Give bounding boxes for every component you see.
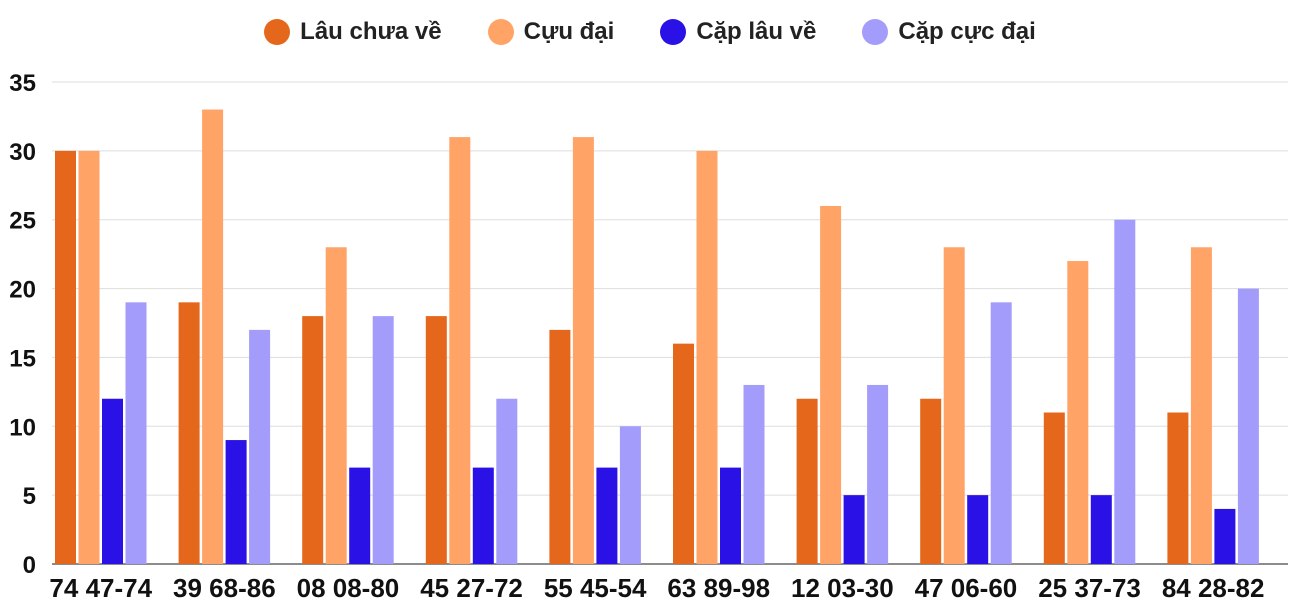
bar — [796, 398, 818, 564]
legend-label: Cựu đại — [523, 18, 615, 45]
legend-item: Cặp cực đại — [862, 18, 1036, 46]
legend-label: Lâu chưa về — [300, 18, 442, 45]
bar — [990, 302, 1012, 564]
bar — [920, 398, 942, 564]
bar — [202, 109, 224, 565]
y-tick-label: 10 — [9, 414, 36, 441]
axes: 0 5 10 15 20 25 30 35 74 47-74 39 68-86 08 08-80 45… — [9, 70, 1264, 600]
bar — [1090, 495, 1112, 564]
bar — [967, 495, 989, 564]
bar — [743, 384, 765, 564]
x-category-label: 74 47-74 — [49, 573, 152, 600]
bar — [596, 467, 618, 564]
bar — [1067, 261, 1089, 564]
bar — [1043, 412, 1065, 564]
y-tick-label: 20 — [9, 277, 36, 304]
x-category-label: 08 08-80 — [297, 573, 400, 600]
y-tick-label: 0 — [23, 552, 36, 579]
bar — [472, 467, 494, 564]
bar — [1214, 508, 1236, 564]
x-category-label: 55 45-54 — [544, 573, 647, 600]
bar — [125, 302, 147, 564]
x-category-label: 63 89-98 — [667, 573, 770, 600]
bar — [619, 426, 641, 564]
bar — [225, 440, 247, 564]
legend-swatch — [660, 19, 687, 45]
y-tick-label: 25 — [9, 208, 36, 235]
bar — [673, 343, 694, 564]
y-tick-label: 5 — [23, 483, 36, 510]
x-category-label: 47 06-60 — [915, 573, 1018, 600]
chart-legend: Lâu chưa về Cựu đại Cặp lâu về Cặp cực đại — [0, 14, 1300, 50]
bar — [55, 150, 76, 564]
bar — [249, 329, 271, 564]
bar — [178, 302, 200, 564]
bar — [820, 205, 842, 564]
bar — [372, 316, 394, 564]
legend-label: Cặp cực đại — [898, 18, 1036, 45]
bar — [696, 150, 718, 564]
legend-swatch — [264, 19, 291, 45]
y-tick-label: 15 — [9, 345, 36, 372]
legend-item: Lâu chưa về — [264, 18, 442, 46]
bar — [78, 150, 100, 564]
bar — [349, 467, 371, 564]
bar — [496, 398, 518, 564]
x-category-label: 39 68-86 — [173, 573, 276, 600]
bar — [549, 329, 571, 564]
y-tick-label: 35 — [9, 70, 36, 97]
x-category-label: 45 27-72 — [420, 573, 523, 600]
bar — [1190, 247, 1212, 564]
bar — [425, 316, 447, 564]
bar — [102, 398, 123, 564]
x-category-label: 12 03-30 — [791, 573, 894, 600]
legend-swatch — [487, 19, 514, 45]
bar — [1114, 219, 1136, 564]
x-category-label: 25 37-73 — [1038, 573, 1141, 600]
bar — [449, 137, 471, 565]
legend-item: Cặp lâu về — [660, 18, 816, 46]
y-tick-label: 30 — [9, 139, 36, 166]
legend-label: Cặp lâu về — [696, 18, 817, 45]
bar — [302, 316, 324, 564]
bar — [843, 495, 865, 564]
bar — [1167, 412, 1189, 564]
x-category-label: 84 28-82 — [1162, 573, 1265, 600]
bar — [867, 384, 889, 564]
bar — [325, 247, 347, 564]
bar — [1237, 288, 1259, 564]
bar — [720, 467, 741, 564]
bar — [572, 137, 594, 565]
legend-swatch — [862, 19, 889, 45]
bar — [943, 247, 965, 564]
legend-item: Cựu đại — [487, 18, 615, 46]
bars — [55, 109, 1259, 565]
